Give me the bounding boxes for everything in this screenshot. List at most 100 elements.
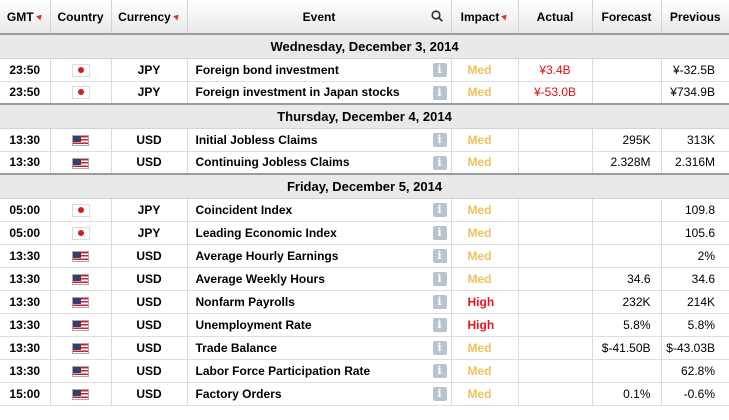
cell-previous: 62.8%	[661, 359, 729, 383]
cell-actual	[518, 336, 593, 360]
impact-level: Med	[467, 225, 492, 240]
info-icon[interactable]: i	[432, 155, 447, 170]
cell-forecast: 34.6	[592, 267, 662, 291]
header-currency[interactable]: Currency	[111, 0, 188, 35]
table-row[interactable]: 23:50 JPY Foreign bond investment i Med ¥3.4B…	[0, 58, 729, 82]
impact-level: High	[467, 317, 495, 332]
cell-time: 13:30	[0, 267, 51, 291]
cell-event[interactable]: Leading Economic Index i	[187, 221, 452, 245]
cell-actual	[518, 244, 593, 268]
economic-calendar-table: GMT Country Currency Event Impact Actual…	[0, 0, 729, 406]
cell-event[interactable]: Labor Force Participation Rate i	[187, 359, 452, 383]
cell-actual	[518, 267, 593, 291]
info-icon[interactable]: i	[432, 340, 447, 355]
cell-time: 05:00	[0, 198, 51, 222]
impact-level: Med	[467, 132, 492, 147]
event-name[interactable]: Nonfarm Payrolls	[195, 294, 295, 309]
header-gmt[interactable]: GMT	[0, 0, 51, 35]
cell-impact: Med	[451, 359, 519, 383]
event-name[interactable]: Coincident Index	[195, 202, 293, 217]
cell-impact: Med	[451, 128, 519, 152]
us-flag-icon	[72, 296, 89, 308]
event-name[interactable]: Average Hourly Earnings	[195, 248, 339, 263]
table-row[interactable]: 23:50 JPY Foreign investment in Japan stoc…	[0, 81, 729, 105]
cell-event[interactable]: Initial Jobless Claims i	[187, 128, 452, 152]
info-icon[interactable]: i	[432, 202, 447, 217]
cell-currency: USD	[111, 267, 188, 291]
info-icon[interactable]: i	[432, 317, 447, 332]
cell-event[interactable]: Unemployment Rate i	[187, 313, 452, 337]
header-impact[interactable]: Impact	[451, 0, 519, 35]
header-event-label: Event	[302, 9, 336, 24]
info-icon[interactable]: i	[432, 132, 447, 147]
cell-previous: 2.316M	[661, 151, 729, 175]
cell-impact: Med	[451, 336, 519, 360]
header-event[interactable]: Event	[187, 0, 452, 35]
table-row[interactable]: 15:00 USD Factory Orders i Med 0.1% -0.6%	[0, 382, 729, 406]
cell-currency: JPY	[111, 198, 188, 222]
cell-event[interactable]: Average Hourly Earnings i	[187, 244, 452, 268]
event-name[interactable]: Labor Force Participation Rate	[195, 363, 371, 378]
table-row[interactable]: 13:30 USD Average Weekly Hours i Med 34.6 34.6	[0, 267, 729, 291]
info-icon[interactable]: i	[432, 271, 447, 286]
header-actual[interactable]: Actual	[518, 0, 593, 35]
cell-actual: ¥3.4B	[518, 58, 593, 82]
cell-event[interactable]: Continuing Jobless Claims i	[187, 151, 452, 175]
info-icon[interactable]: i	[432, 386, 447, 401]
cell-event[interactable]: Foreign investment in Japan stocks i	[187, 81, 452, 105]
cell-country	[50, 382, 112, 406]
cell-time: 13:30	[0, 313, 51, 337]
event-name[interactable]: Unemployment Rate	[195, 317, 312, 332]
us-flag-icon	[72, 365, 89, 377]
table-row[interactable]: 05:00 JPY Coincident Index i Med 109.8	[0, 198, 729, 222]
event-name[interactable]: Continuing Jobless Claims	[195, 155, 350, 170]
event-name[interactable]: Average Weekly Hours	[195, 271, 325, 286]
cell-actual	[518, 359, 593, 383]
cell-event[interactable]: Nonfarm Payrolls i	[187, 290, 452, 314]
cell-event[interactable]: Factory Orders i	[187, 382, 452, 406]
search-icon[interactable]	[430, 10, 443, 22]
info-icon[interactable]: i	[432, 85, 447, 100]
info-icon[interactable]: i	[432, 248, 447, 263]
header-forecast[interactable]: Forecast	[592, 0, 662, 35]
cell-time: 23:50	[0, 81, 51, 105]
table-row[interactable]: 13:30 USD Initial Jobless Claims i Med 295K 31…	[0, 128, 729, 152]
table-row[interactable]: 13:30 USD Continuing Jobless Claims i Med 2.3…	[0, 151, 729, 175]
jp-flag-icon	[71, 86, 90, 100]
cell-country	[50, 198, 112, 222]
cell-actual	[518, 221, 593, 245]
cell-event[interactable]: Coincident Index i	[187, 198, 452, 222]
info-icon[interactable]: i	[432, 363, 447, 378]
event-name[interactable]: Factory Orders	[195, 386, 282, 401]
cell-previous: 214K	[661, 290, 729, 314]
table-row[interactable]: 13:30 USD Trade Balance i Med $-41.50B $-43.03…	[0, 336, 729, 360]
cell-forecast	[592, 81, 662, 105]
info-icon[interactable]: i	[432, 62, 447, 77]
header-previous[interactable]: Previous	[661, 0, 729, 35]
cell-time: 13:30	[0, 244, 51, 268]
event-name[interactable]: Foreign bond investment	[195, 62, 339, 77]
cell-event[interactable]: Foreign bond investment i	[187, 58, 452, 82]
table-row[interactable]: 13:30 USD Nonfarm Payrolls i High 232K 214K	[0, 290, 729, 314]
table-row[interactable]: 05:00 JPY Leading Economic Index i Med 105.6	[0, 221, 729, 245]
event-name[interactable]: Trade Balance	[195, 340, 277, 355]
cell-forecast	[592, 221, 662, 245]
cell-event[interactable]: Average Weekly Hours i	[187, 267, 452, 291]
cell-forecast: $-41.50B	[592, 336, 662, 360]
us-flag-icon	[72, 250, 89, 262]
info-icon[interactable]: i	[432, 294, 447, 309]
cell-country	[50, 244, 112, 268]
event-name[interactable]: Foreign investment in Japan stocks	[195, 85, 400, 100]
table-row[interactable]: 13:30 USD Unemployment Rate i High 5.8% 5.8%	[0, 313, 729, 337]
cell-event[interactable]: Trade Balance i	[187, 336, 452, 360]
cell-forecast: 295K	[592, 128, 662, 152]
header-country[interactable]: Country	[50, 0, 112, 35]
info-icon[interactable]: i	[432, 225, 447, 240]
impact-level: Med	[467, 62, 492, 77]
event-name[interactable]: Initial Jobless Claims	[195, 132, 318, 147]
impact-level: Med	[467, 340, 492, 355]
header-currency-label: Currency	[118, 9, 171, 24]
table-row[interactable]: 13:30 USD Average Hourly Earnings i Med 2%	[0, 244, 729, 268]
event-name[interactable]: Leading Economic Index	[195, 225, 337, 240]
table-row[interactable]: 13:30 USD Labor Force Participation Rate i M…	[0, 359, 729, 383]
